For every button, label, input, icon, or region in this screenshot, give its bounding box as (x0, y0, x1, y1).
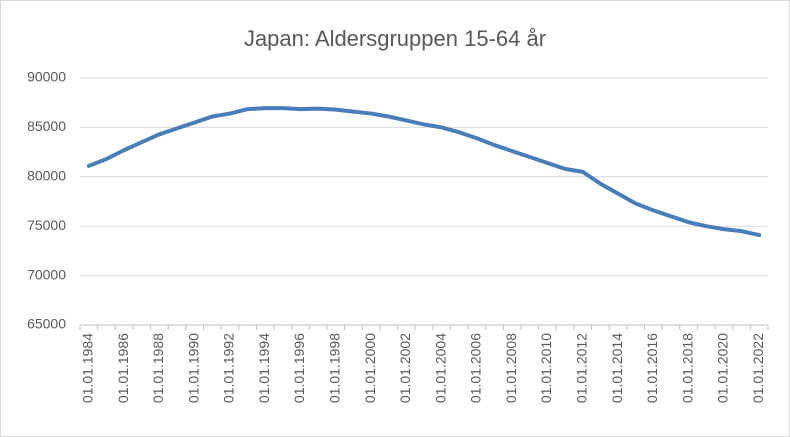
x-tick-label: 01.01.2000 (362, 333, 378, 403)
x-tick-label: 01.01.1996 (291, 333, 307, 403)
x-tick-label: 01.01.2006 (468, 333, 484, 403)
x-tick-label: 01.01.1992 (221, 333, 237, 403)
y-tick-label: 75000 (27, 217, 66, 233)
x-tick-label: 01.01.1994 (256, 333, 272, 403)
x-tick-label: 01.01.2008 (503, 333, 519, 403)
y-tick-label: 70000 (27, 266, 66, 282)
x-tick-label: 01.01.1988 (150, 333, 166, 403)
x-tick-label: 01.01.2012 (573, 333, 589, 403)
x-tick-label: 01.01.1990 (185, 333, 201, 403)
y-tick-label: 80000 (27, 168, 66, 184)
x-tick-label: 01.01.2004 (432, 333, 448, 403)
y-tick-label: 65000 (27, 316, 66, 332)
x-tick-label: 01.01.2014 (609, 333, 625, 403)
x-tick-label: 01.01.2016 (644, 333, 660, 403)
x-tick-label: 01.01.1984 (80, 333, 96, 403)
chart-title: Japan: Aldersgruppen 15-64 år (244, 26, 546, 51)
y-tick-label: 85000 (27, 118, 66, 134)
x-tick-label: 01.01.2022 (750, 333, 766, 403)
line (86, 106, 762, 238)
x-tick-label: 01.01.2002 (397, 333, 413, 403)
x-tick-label: 01.01.2010 (538, 333, 554, 403)
x-tick-label: 01.01.2020 (715, 333, 731, 403)
x-tick-label: 01.01.1986 (115, 333, 131, 403)
x-tick-label: 01.01.1998 (326, 333, 342, 403)
y-tick-label: 90000 (27, 69, 66, 85)
x-tick-label: 01.01.2018 (679, 333, 695, 403)
